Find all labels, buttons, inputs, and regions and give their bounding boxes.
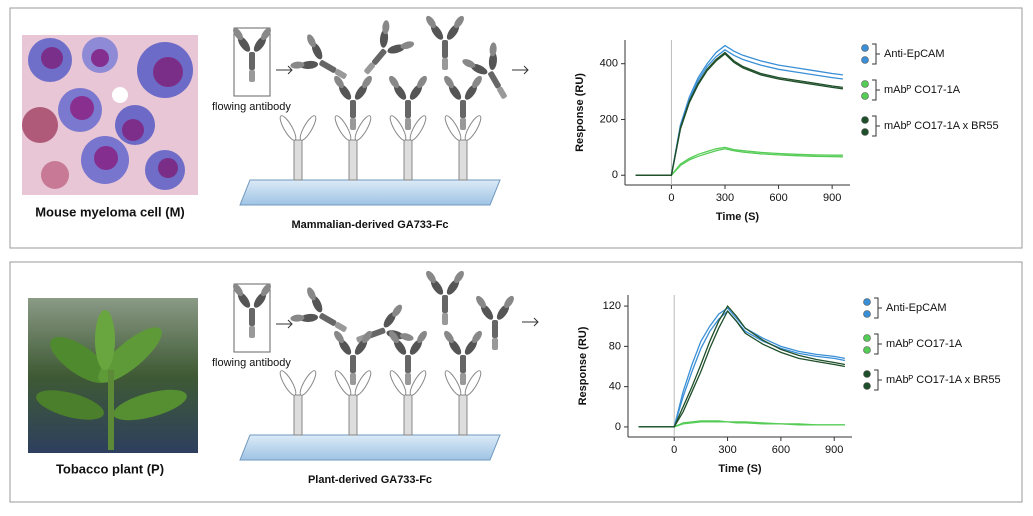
y-tick-label: 80 [609, 340, 621, 352]
legend-marker [863, 370, 871, 378]
legend-label: mAbᴾ CO17-1A x BR55 [886, 374, 1001, 386]
legend-marker [861, 56, 869, 64]
legend-bracket [874, 369, 882, 391]
legend-marker [863, 334, 871, 342]
series-line [635, 53, 843, 176]
legend-marker [863, 310, 871, 318]
x-axis-label: Time (S) [716, 211, 760, 223]
legend-label: Anti-EpCAM [886, 302, 947, 314]
substrate-caption: Mammalian-derived GA733-Fc [291, 219, 448, 231]
series-line [638, 307, 846, 428]
y-tick-label: 200 [600, 113, 618, 125]
binding-diagram [231, 14, 529, 206]
y-tick-label: 0 [615, 421, 621, 433]
series-line [638, 420, 845, 428]
photo-caption: Mouse myeloma cell (M) [35, 204, 185, 219]
y-tick-label: 0 [612, 169, 618, 181]
legend-label: mAbᴾ CO17-1A x BR55 [884, 120, 999, 132]
series-line [638, 309, 846, 428]
legend-bracket [872, 115, 880, 137]
legend-marker [861, 92, 869, 100]
photo-plant [28, 298, 198, 453]
photo-cells [22, 35, 198, 195]
legend-marker [863, 298, 871, 306]
y-axis-label: Response (RU) [577, 326, 589, 405]
photo-caption: Tobacco plant (P) [56, 461, 164, 476]
legend-bracket [874, 297, 882, 319]
y-axis-label: Response (RU) [574, 73, 586, 152]
legend-label: mAbᴾ CO17-1A [886, 338, 963, 350]
legend-marker [861, 116, 869, 124]
x-axis-label: Time (S) [718, 463, 762, 475]
x-tick-label: 0 [668, 192, 674, 204]
x-tick-label: 300 [718, 444, 736, 456]
x-tick-label: 300 [716, 192, 734, 204]
x-tick-label: 0 [671, 444, 677, 456]
y-tick-label: 120 [603, 300, 621, 312]
panel-frame [9, 7, 1023, 249]
binding-diagram [231, 269, 539, 461]
series-line [635, 146, 843, 176]
panel-frame [9, 261, 1023, 503]
legend-marker [861, 80, 869, 88]
diagram-label: flowing antibody [212, 357, 291, 369]
legend-bracket [874, 333, 882, 355]
x-tick-label: 900 [823, 192, 841, 204]
legend-label: Anti-EpCAM [884, 48, 945, 60]
series-line [635, 51, 843, 176]
y-tick-label: 40 [609, 381, 621, 393]
legend-marker [863, 382, 871, 390]
legend-marker [863, 346, 871, 354]
x-tick-label: 600 [772, 444, 790, 456]
legend-marker [861, 128, 869, 136]
substrate-caption: Plant-derived GA733-Fc [308, 474, 432, 486]
legend-bracket [872, 43, 880, 65]
x-tick-label: 600 [769, 192, 787, 204]
legend-bracket [872, 79, 880, 101]
legend-marker [861, 44, 869, 52]
y-tick-label: 400 [600, 58, 618, 70]
diagram-label: flowing antibody [212, 101, 291, 113]
legend-label: mAbᴾ CO17-1A [884, 84, 961, 96]
x-tick-label: 900 [825, 444, 843, 456]
series-line [638, 304, 846, 428]
series-line [635, 148, 843, 176]
